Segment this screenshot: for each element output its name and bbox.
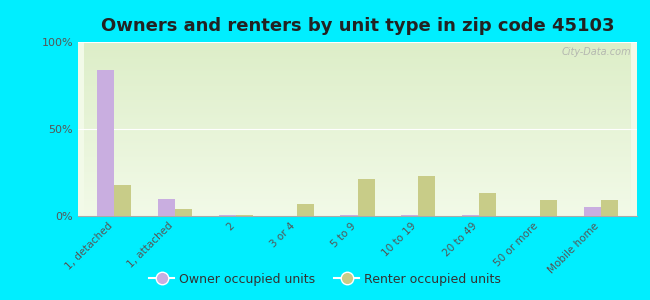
Bar bbox=[540, 200, 557, 216]
Bar bbox=[297, 204, 314, 216]
Bar bbox=[176, 209, 192, 216]
Bar bbox=[462, 215, 479, 216]
Bar bbox=[114, 185, 131, 216]
Bar bbox=[236, 215, 253, 216]
Text: City-Data.com: City-Data.com bbox=[562, 47, 631, 57]
Bar bbox=[479, 194, 496, 216]
Bar bbox=[341, 215, 358, 216]
Bar bbox=[601, 200, 618, 216]
Title: Owners and renters by unit type in zip code 45103: Owners and renters by unit type in zip c… bbox=[101, 17, 614, 35]
Legend: Owner occupied units, Renter occupied units: Owner occupied units, Renter occupied un… bbox=[144, 268, 506, 291]
Bar bbox=[158, 199, 176, 216]
Bar bbox=[98, 70, 114, 216]
Bar bbox=[219, 215, 236, 216]
Bar bbox=[584, 207, 601, 216]
Bar bbox=[358, 179, 374, 216]
Bar bbox=[418, 176, 436, 216]
Bar bbox=[401, 215, 418, 216]
